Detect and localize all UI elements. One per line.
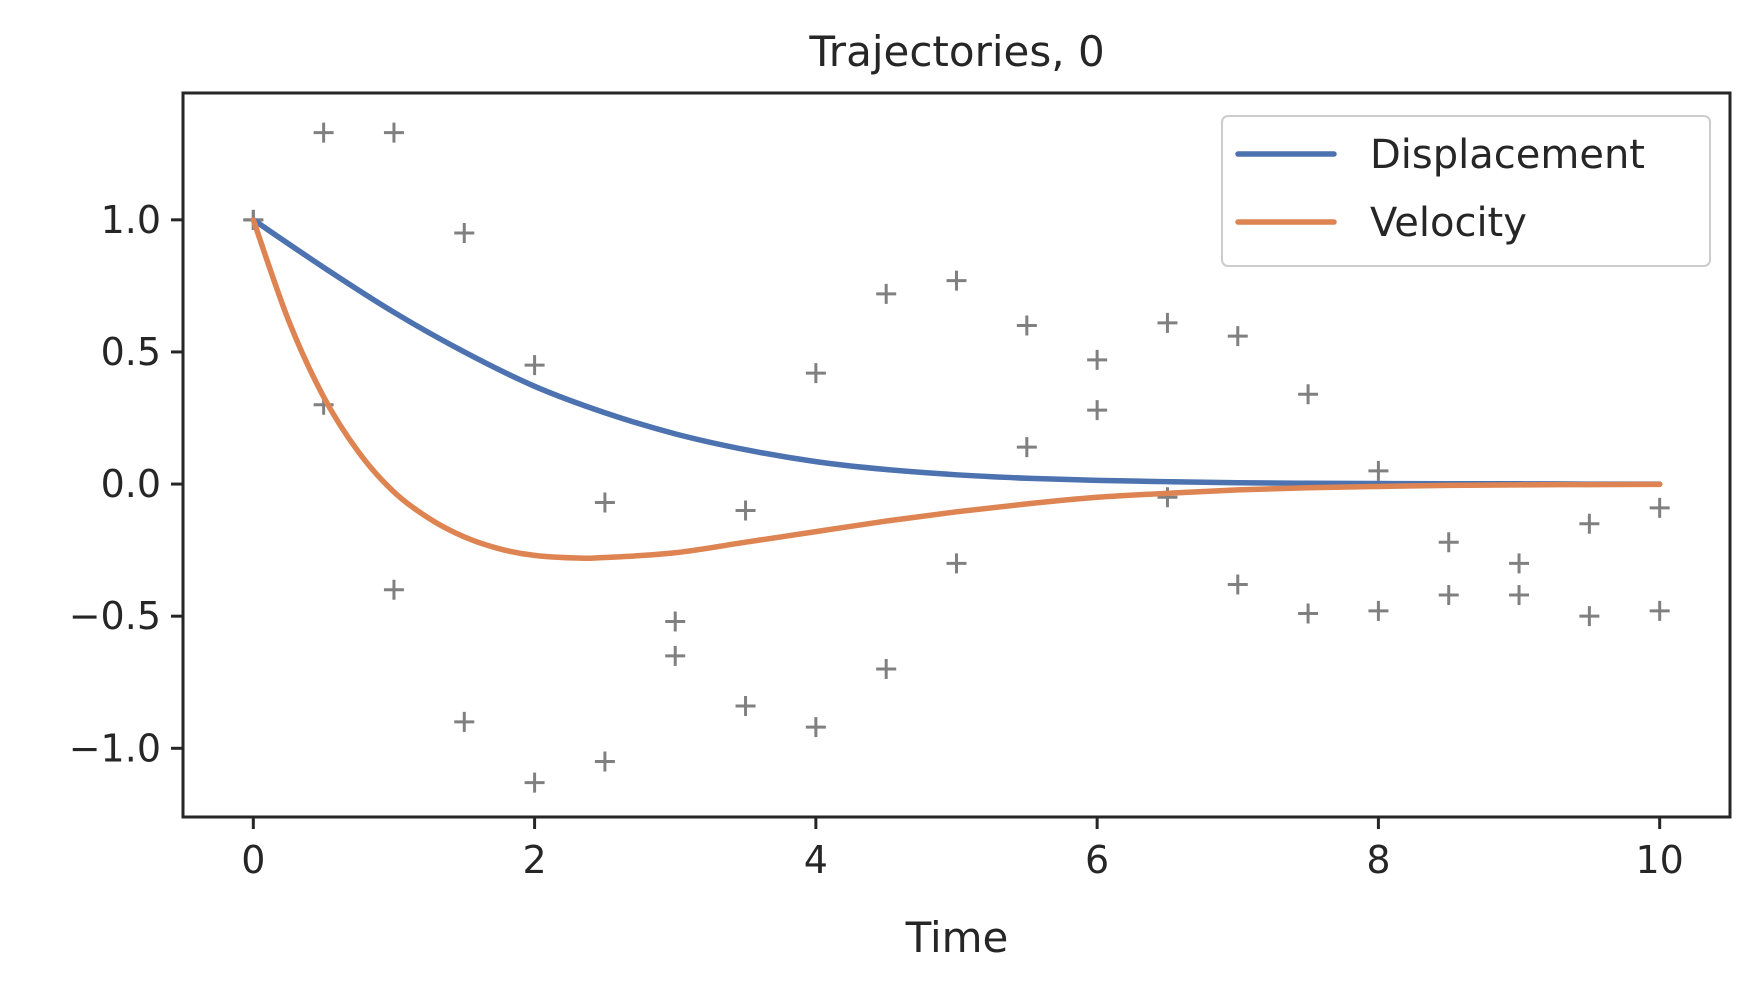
legend: Displacement Velocity	[1221, 115, 1711, 267]
plus-marker	[594, 751, 615, 772]
plus-marker	[1087, 400, 1108, 421]
x-tick-label: 4	[804, 838, 828, 882]
x-axis-title: Time	[905, 913, 1009, 962]
plus-marker	[1579, 606, 1600, 627]
plot-frame	[181, 91, 1732, 819]
plus-marker	[1016, 315, 1037, 336]
plus-marker	[946, 553, 967, 574]
plus-marker	[876, 659, 897, 680]
plus-marker	[805, 363, 826, 384]
y-tick-label: −0.5	[69, 594, 161, 638]
plus-marker	[383, 579, 404, 600]
plus-marker	[1579, 513, 1600, 534]
x-tick-label: 0	[241, 838, 265, 882]
legend-label-velocity: Velocity	[1370, 200, 1527, 246]
y-tick-label: −1.0	[69, 726, 161, 770]
plus-marker	[805, 717, 826, 738]
plus-marker	[524, 772, 545, 793]
plus-marker	[1368, 600, 1389, 621]
x-tick-label: 10	[1636, 838, 1684, 882]
y-tick-label: 1.0	[101, 198, 161, 242]
plus-marker	[1298, 603, 1319, 624]
plus-marker	[594, 492, 615, 513]
plus-marker	[383, 122, 404, 143]
plus-marker	[876, 283, 897, 304]
plus-marker	[1298, 384, 1319, 405]
plus-marker	[1509, 585, 1530, 606]
plus-marker	[665, 645, 686, 666]
plus-marker	[454, 223, 475, 244]
marker-series-2	[243, 122, 1670, 738]
plus-marker	[1016, 437, 1037, 458]
plus-marker	[1438, 532, 1459, 553]
series-line-velocity	[250, 217, 1663, 562]
axes: 0 2 4 6 8 10 −1.0 −0.5 0.0 0.5 1.0	[69, 91, 1732, 882]
plus-marker	[1649, 600, 1670, 621]
chart-title: Trajectories, 0	[808, 27, 1104, 76]
plus-marker	[1157, 312, 1178, 333]
plus-marker	[1649, 497, 1670, 518]
y-tick-label: 0.5	[101, 330, 161, 374]
plus-marker	[1438, 585, 1459, 606]
plus-marker	[735, 696, 756, 717]
plus-marker	[1227, 326, 1248, 347]
legend-label-displacement: Displacement	[1370, 132, 1645, 178]
legend-box	[1221, 115, 1711, 267]
y-tick-label: 0.0	[101, 462, 161, 506]
plus-marker	[1087, 349, 1108, 370]
plus-marker	[1227, 574, 1248, 595]
plus-marker	[946, 270, 967, 291]
x-tick-label: 8	[1366, 838, 1390, 882]
plus-marker	[1509, 553, 1530, 574]
plus-marker	[665, 611, 686, 632]
plus-marker	[1368, 460, 1389, 481]
plus-marker	[454, 711, 475, 732]
x-tick-label: 6	[1085, 838, 1109, 882]
plus-marker	[524, 355, 545, 376]
x-tick-label: 2	[522, 838, 546, 882]
plus-marker	[735, 500, 756, 521]
plot-area	[243, 122, 1670, 793]
plus-marker	[313, 122, 334, 143]
